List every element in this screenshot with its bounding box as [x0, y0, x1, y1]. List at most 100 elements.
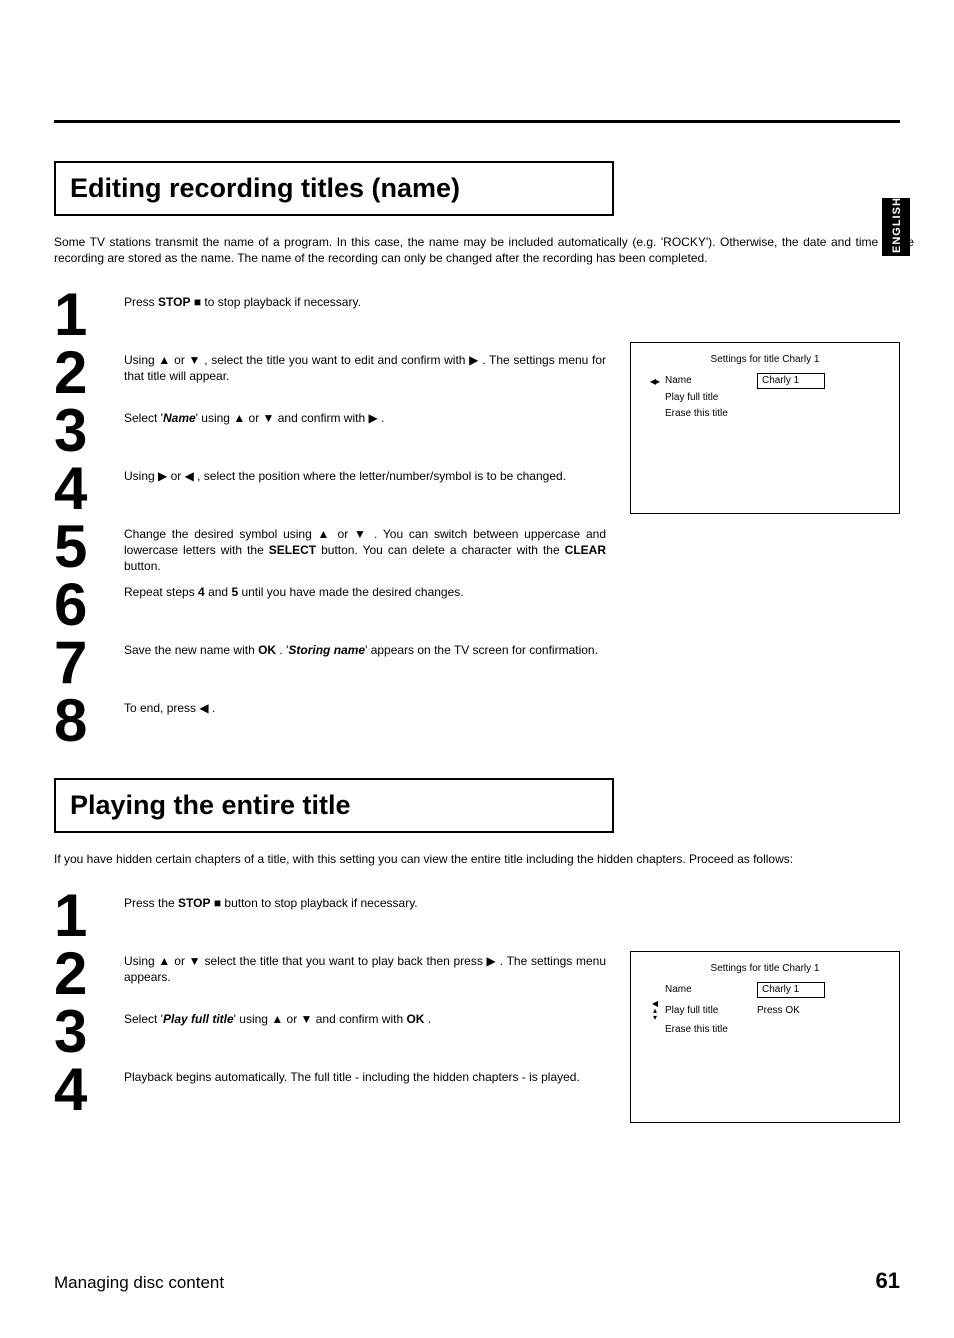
section1-screen: Settings for title Charly 1 ◀▸ Name Char…	[630, 342, 900, 514]
t: Repeat steps	[124, 585, 198, 599]
screen-row-label: Play full title	[665, 391, 753, 405]
step-3: 3 Select 'Name' using ▲ or ▼ and confirm…	[54, 404, 606, 458]
step-number: 1	[54, 889, 106, 943]
step-number: 7	[54, 636, 106, 690]
step-number: 2	[54, 947, 106, 1001]
t: OK	[406, 1012, 424, 1026]
t: ' appears on the TV screen for confirmat…	[365, 643, 598, 657]
screen-row-label: Erase this title	[665, 407, 753, 421]
step-text: Select 'Play full title' using ▲ or ▼ an…	[124, 1005, 606, 1059]
step-number: 3	[54, 1005, 106, 1059]
step-4: 4 Using ▶ or ◀ , select the position whe…	[54, 462, 606, 516]
section2-intro: If you have hidden certain chapters of a…	[54, 851, 914, 867]
screen-row-label: Erase this title	[665, 1023, 753, 1037]
step-text: Select 'Name' using ▲ or ▼ and confirm w…	[124, 404, 606, 458]
step-number: 4	[54, 462, 106, 516]
t: Name	[163, 411, 196, 425]
step-text: Change the desired symbol using ▲ or ▼ .…	[124, 520, 606, 574]
step-1: 1 Press the STOP ■ button to stop playba…	[54, 889, 606, 943]
step-text: Using ▲ or ▼ , select the title you want…	[124, 346, 606, 400]
step-2: 2 Using ▲ or ▼ , select the title you wa…	[54, 346, 606, 400]
screen-row-value: Charly 1	[757, 982, 825, 998]
top-rule	[54, 120, 900, 123]
section2-screen-col: Settings for title Charly 1 Name Charly …	[630, 889, 900, 1123]
t: STOP	[178, 896, 210, 910]
screen-row: Erase this title	[643, 407, 887, 421]
section1-intro: Some TV stations transmit the name of a …	[54, 234, 914, 266]
section1-title: Editing recording titles (name)	[70, 173, 598, 204]
t: Save the new name with	[124, 643, 258, 657]
step-number: 1	[54, 288, 106, 342]
footer: Managing disc content 61	[54, 1268, 900, 1294]
step-6: 6 Repeat steps 4 and 5 until you have ma…	[54, 578, 606, 632]
nav-arrow-icon: ◀▴▾	[649, 1000, 661, 1021]
t: 4	[198, 585, 205, 599]
screen-row: ◀▴▾ Play full title Press OK	[643, 1000, 887, 1021]
step-4: 4 Playback begins automatically. The ful…	[54, 1063, 606, 1117]
step-5: 5 Change the desired symbol using ▲ or ▼…	[54, 520, 606, 574]
step-text: Using ▶ or ◀ , select the position where…	[124, 462, 606, 516]
screen-row-value: Press OK	[757, 1004, 800, 1018]
section2-title-box: Playing the entire title	[54, 778, 614, 833]
t: Press the	[124, 896, 178, 910]
footer-section-name: Managing disc content	[54, 1273, 224, 1293]
step-text: Playback begins automatically. The full …	[124, 1063, 606, 1117]
section2-title: Playing the entire title	[70, 790, 598, 821]
t: STOP	[158, 295, 190, 309]
section2-screen: Settings for title Charly 1 Name Charly …	[630, 951, 900, 1123]
section2-steps: 1 Press the STOP ■ button to stop playba…	[54, 889, 606, 1121]
t: . '	[276, 643, 288, 657]
step-3: 3 Select 'Play full title' using ▲ or ▼ …	[54, 1005, 606, 1059]
screen-row-value: Charly 1	[757, 373, 825, 389]
step-text: Repeat steps 4 and 5 until you have made…	[124, 578, 606, 632]
screen-row-label: Name	[665, 983, 753, 997]
t: button.	[124, 559, 161, 573]
step-7: 7 Save the new name with OK . 'Storing n…	[54, 636, 606, 690]
step-text: Press the STOP ■ button to stop playback…	[124, 889, 606, 943]
screen-row-label: Name	[665, 374, 753, 388]
t: ' using ▲ or ▼ and confirm with ▶ .	[196, 411, 385, 425]
step-text: To end, press ◀ .	[124, 694, 606, 748]
t: SELECT	[269, 543, 316, 557]
t: Storing name	[288, 643, 365, 657]
t: CLEAR	[565, 543, 606, 557]
step-number: 4	[54, 1063, 106, 1117]
screen-row: Name Charly 1	[643, 982, 887, 998]
screen-title: Settings for title Charly 1	[643, 962, 887, 976]
step-8: 8 To end, press ◀ .	[54, 694, 606, 748]
screen-row: Erase this title	[643, 1023, 887, 1037]
language-tab-label: ENGLISH	[891, 203, 903, 253]
step-number: 6	[54, 578, 106, 632]
t: Press	[124, 295, 158, 309]
step-text: Save the new name with OK . 'Storing nam…	[124, 636, 606, 690]
step-number: 2	[54, 346, 106, 400]
page: ENGLISH Editing recording titles (name) …	[0, 0, 954, 1338]
section2-steps-wrap: 1 Press the STOP ■ button to stop playba…	[54, 889, 900, 1123]
t: OK	[258, 643, 276, 657]
t: .	[424, 1012, 431, 1026]
t: ■ button to stop playback if necessary.	[211, 896, 418, 910]
t: Play full title	[163, 1012, 234, 1026]
t: ■ to stop playback if necessary.	[190, 295, 360, 309]
nav-arrow-icon: ◀▸	[649, 378, 661, 385]
footer-page-number: 61	[876, 1268, 900, 1294]
section1-screen-col: Settings for title Charly 1 ◀▸ Name Char…	[630, 288, 900, 514]
step-2: 2 Using ▲ or ▼ select the title that you…	[54, 947, 606, 1001]
language-tab: ENGLISH	[882, 198, 910, 256]
t: button. You can delete a character with …	[316, 543, 565, 557]
step-text: Using ▲ or ▼ select the title that you w…	[124, 947, 606, 1001]
t: ' using ▲ or ▼ and confirm with	[234, 1012, 407, 1026]
step-number: 3	[54, 404, 106, 458]
step-number: 8	[54, 694, 106, 748]
screen-title: Settings for title Charly 1	[643, 353, 887, 367]
section1-steps: 1 Press STOP ■ to stop playback if neces…	[54, 288, 606, 752]
t: Select '	[124, 411, 163, 425]
step-number: 5	[54, 520, 106, 574]
screen-row: Play full title	[643, 391, 887, 405]
step-1: 1 Press STOP ■ to stop playback if neces…	[54, 288, 606, 342]
section1-steps-wrap: 1 Press STOP ■ to stop playback if neces…	[54, 288, 900, 752]
spacer	[54, 752, 900, 778]
screen-row-label: Play full title	[665, 1004, 753, 1018]
step-text: Press STOP ■ to stop playback if necessa…	[124, 288, 606, 342]
t: until you have made the desired changes.	[238, 585, 463, 599]
